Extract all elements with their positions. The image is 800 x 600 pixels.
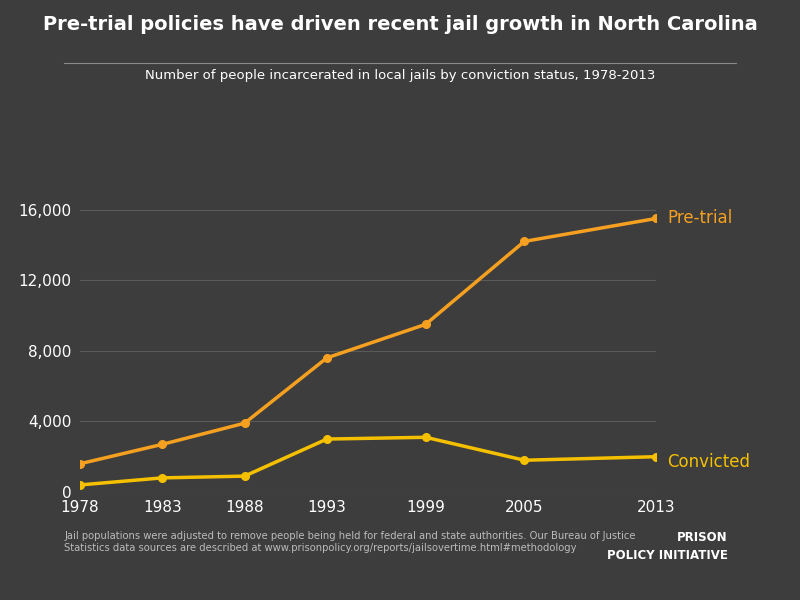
Text: Pre-trial policies have driven recent jail growth in North Carolina: Pre-trial policies have driven recent ja… bbox=[42, 15, 758, 34]
Text: PRISON
POLICY INITIATIVE: PRISON POLICY INITIATIVE bbox=[607, 531, 728, 562]
Text: Number of people incarcerated in local jails by conviction status, 1978-2013: Number of people incarcerated in local j… bbox=[145, 69, 655, 82]
Text: Pre-trial: Pre-trial bbox=[667, 209, 732, 227]
Text: Jail populations were adjusted to remove people being held for federal and state: Jail populations were adjusted to remove… bbox=[64, 531, 635, 553]
Text: Convicted: Convicted bbox=[667, 453, 750, 471]
